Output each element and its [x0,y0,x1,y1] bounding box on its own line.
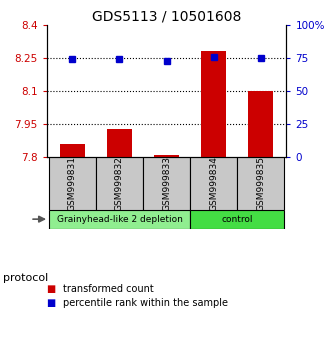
Text: protocol: protocol [3,273,49,283]
Bar [107,129,133,157]
Bar [200,51,226,157]
Text: GSM999834: GSM999834 [209,156,218,211]
Bar [60,144,85,157]
Text: ■: ■ [47,284,56,293]
Bar [248,91,273,157]
Bar [237,157,284,210]
Text: ■: ■ [47,298,56,308]
Bar [49,210,190,229]
Text: percentile rank within the sample: percentile rank within the sample [63,298,228,308]
Text: GSM999831: GSM999831 [68,156,77,211]
Text: control: control [221,215,253,224]
Text: GSM999833: GSM999833 [162,156,171,211]
Bar [143,157,190,210]
Text: Grainyhead-like 2 depletion: Grainyhead-like 2 depletion [57,215,182,224]
Bar [190,157,237,210]
Bar [154,155,179,157]
Text: GSM999835: GSM999835 [256,156,265,211]
Bar [190,210,284,229]
Bar [49,157,96,210]
Text: GSM999832: GSM999832 [115,156,124,211]
Title: GDS5113 / 10501608: GDS5113 / 10501608 [92,10,241,24]
Text: transformed count: transformed count [63,284,154,293]
Bar [96,157,143,210]
